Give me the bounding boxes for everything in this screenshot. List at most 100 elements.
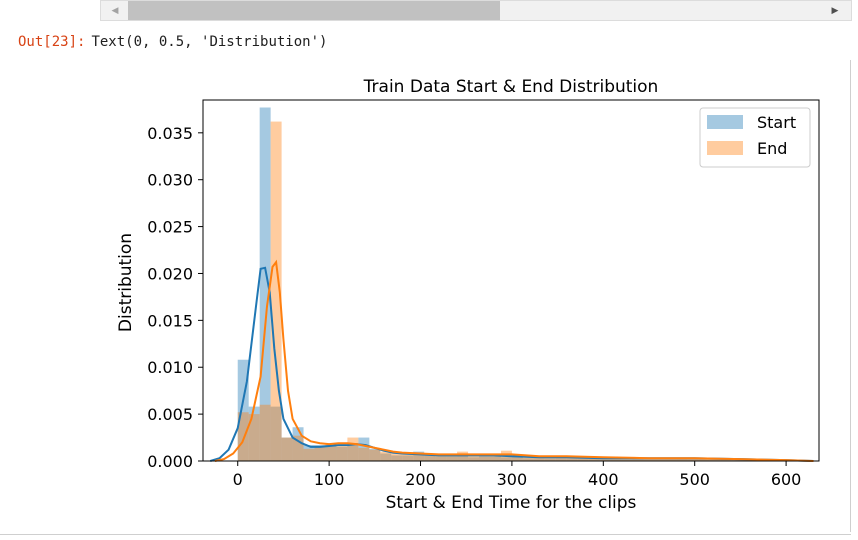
legend-label-start: Start bbox=[757, 113, 796, 132]
start-bar bbox=[544, 458, 556, 461]
output-text: Text(0, 0.5, 'Distribution') bbox=[91, 34, 328, 50]
start-bar bbox=[522, 458, 534, 461]
end-bar bbox=[632, 458, 644, 461]
end-bar bbox=[566, 457, 578, 461]
x-tick-label: 100 bbox=[314, 470, 345, 489]
start-bar bbox=[369, 448, 381, 461]
x-tick-label: 200 bbox=[405, 470, 436, 489]
y-tick-label: 0.015 bbox=[147, 311, 193, 330]
start-bar bbox=[676, 458, 688, 461]
start-bar bbox=[610, 459, 622, 461]
end-bar bbox=[391, 452, 403, 461]
end-bar bbox=[709, 459, 721, 461]
y-axis: 0.000 0.005 0.010 0.015 0.020 0.025 0.030 0.035 bbox=[147, 124, 203, 471]
start-bar bbox=[391, 455, 403, 461]
start-bar bbox=[577, 458, 589, 461]
x-axis-label: Start & End Time for the clips bbox=[386, 493, 637, 513]
y-tick-label: 0.010 bbox=[147, 358, 193, 377]
start-bar bbox=[500, 457, 512, 461]
end-bar bbox=[643, 459, 655, 461]
end-bar bbox=[270, 121, 282, 462]
end-bar bbox=[402, 454, 414, 461]
end-bar bbox=[720, 459, 732, 461]
start-bar bbox=[292, 427, 304, 461]
start-bar bbox=[281, 437, 293, 461]
start-bar bbox=[687, 459, 699, 461]
y-axis-label: Distribution bbox=[116, 233, 136, 332]
start-bar bbox=[435, 456, 447, 461]
chart-title: Train Data Start & End Distribution bbox=[363, 77, 659, 97]
start-bar bbox=[336, 446, 348, 461]
start-bar bbox=[424, 454, 436, 461]
end-bar bbox=[325, 444, 337, 461]
end-bar bbox=[237, 412, 249, 461]
end-bar bbox=[533, 457, 545, 461]
end-bar bbox=[599, 459, 611, 461]
end-bar bbox=[380, 451, 392, 461]
plot-frame bbox=[202, 99, 820, 462]
end-bar bbox=[336, 445, 348, 461]
output-area-bottom-border bbox=[0, 534, 851, 535]
y-tick-label: 0.000 bbox=[147, 452, 193, 471]
end-bar bbox=[676, 458, 688, 461]
end-bar bbox=[698, 459, 710, 461]
start-bar bbox=[303, 445, 315, 461]
end-bar bbox=[424, 453, 436, 461]
y-tick-label: 0.035 bbox=[147, 124, 193, 143]
x-tick-label: 0 bbox=[233, 470, 243, 489]
start-bar bbox=[402, 455, 414, 461]
scroll-right-arrow-icon[interactable]: ▶ bbox=[831, 5, 839, 16]
end-bar bbox=[468, 455, 480, 461]
end-bar bbox=[588, 458, 600, 461]
start-bar bbox=[270, 406, 282, 461]
start-bar bbox=[489, 456, 501, 461]
x-tick-label: 400 bbox=[588, 470, 619, 489]
output-prompt: Out[23]: bbox=[18, 34, 86, 50]
y-tick-label: 0.030 bbox=[147, 171, 193, 190]
legend-swatch-start bbox=[707, 115, 743, 129]
y-tick-label: 0.005 bbox=[147, 405, 193, 424]
end-bar bbox=[292, 435, 304, 461]
start-bar bbox=[457, 455, 469, 461]
legend-box bbox=[699, 107, 811, 168]
end-bar bbox=[621, 459, 633, 461]
end-histogram bbox=[237, 121, 798, 462]
end-bar bbox=[479, 456, 490, 461]
start-histogram bbox=[237, 107, 798, 462]
scroll-thumb[interactable] bbox=[128, 1, 500, 20]
start-bar bbox=[511, 456, 523, 461]
end-bar bbox=[665, 458, 677, 461]
output-row: Out[23]: Text(0, 0.5, 'Distribution') bbox=[18, 34, 327, 50]
start-bar bbox=[358, 437, 370, 461]
start-bar bbox=[325, 445, 337, 461]
scroll-left-arrow-icon[interactable]: ◀ bbox=[111, 5, 119, 16]
start-bar bbox=[237, 359, 249, 461]
end-bar bbox=[687, 459, 699, 461]
legend-label-end: End bbox=[757, 139, 787, 158]
end-bar bbox=[577, 458, 589, 461]
start-bar bbox=[643, 459, 655, 461]
start-bar bbox=[479, 456, 490, 461]
start-bar bbox=[588, 458, 600, 461]
horizontal-scrollbar[interactable]: ◀ ▶ bbox=[100, 0, 852, 21]
end-bar bbox=[489, 456, 501, 461]
end-bar bbox=[522, 457, 534, 461]
end-bar bbox=[610, 458, 622, 461]
end-kde-line bbox=[214, 259, 814, 462]
end-bar bbox=[369, 449, 381, 461]
start-bar bbox=[259, 107, 271, 462]
start-bar bbox=[446, 456, 458, 461]
start-bar bbox=[698, 459, 710, 461]
start-bar bbox=[314, 445, 326, 461]
y-tick-label: 0.020 bbox=[147, 264, 193, 283]
output-area-right-border bbox=[850, 60, 851, 532]
end-bar bbox=[281, 437, 293, 461]
start-bar bbox=[555, 458, 567, 461]
end-bar bbox=[446, 453, 458, 461]
x-tick-label: 500 bbox=[679, 470, 710, 489]
end-bar bbox=[654, 459, 666, 461]
x-axis: 0 100 200 300 400 500 600 bbox=[233, 461, 801, 489]
end-bar bbox=[544, 458, 556, 461]
end-bar bbox=[347, 437, 359, 461]
